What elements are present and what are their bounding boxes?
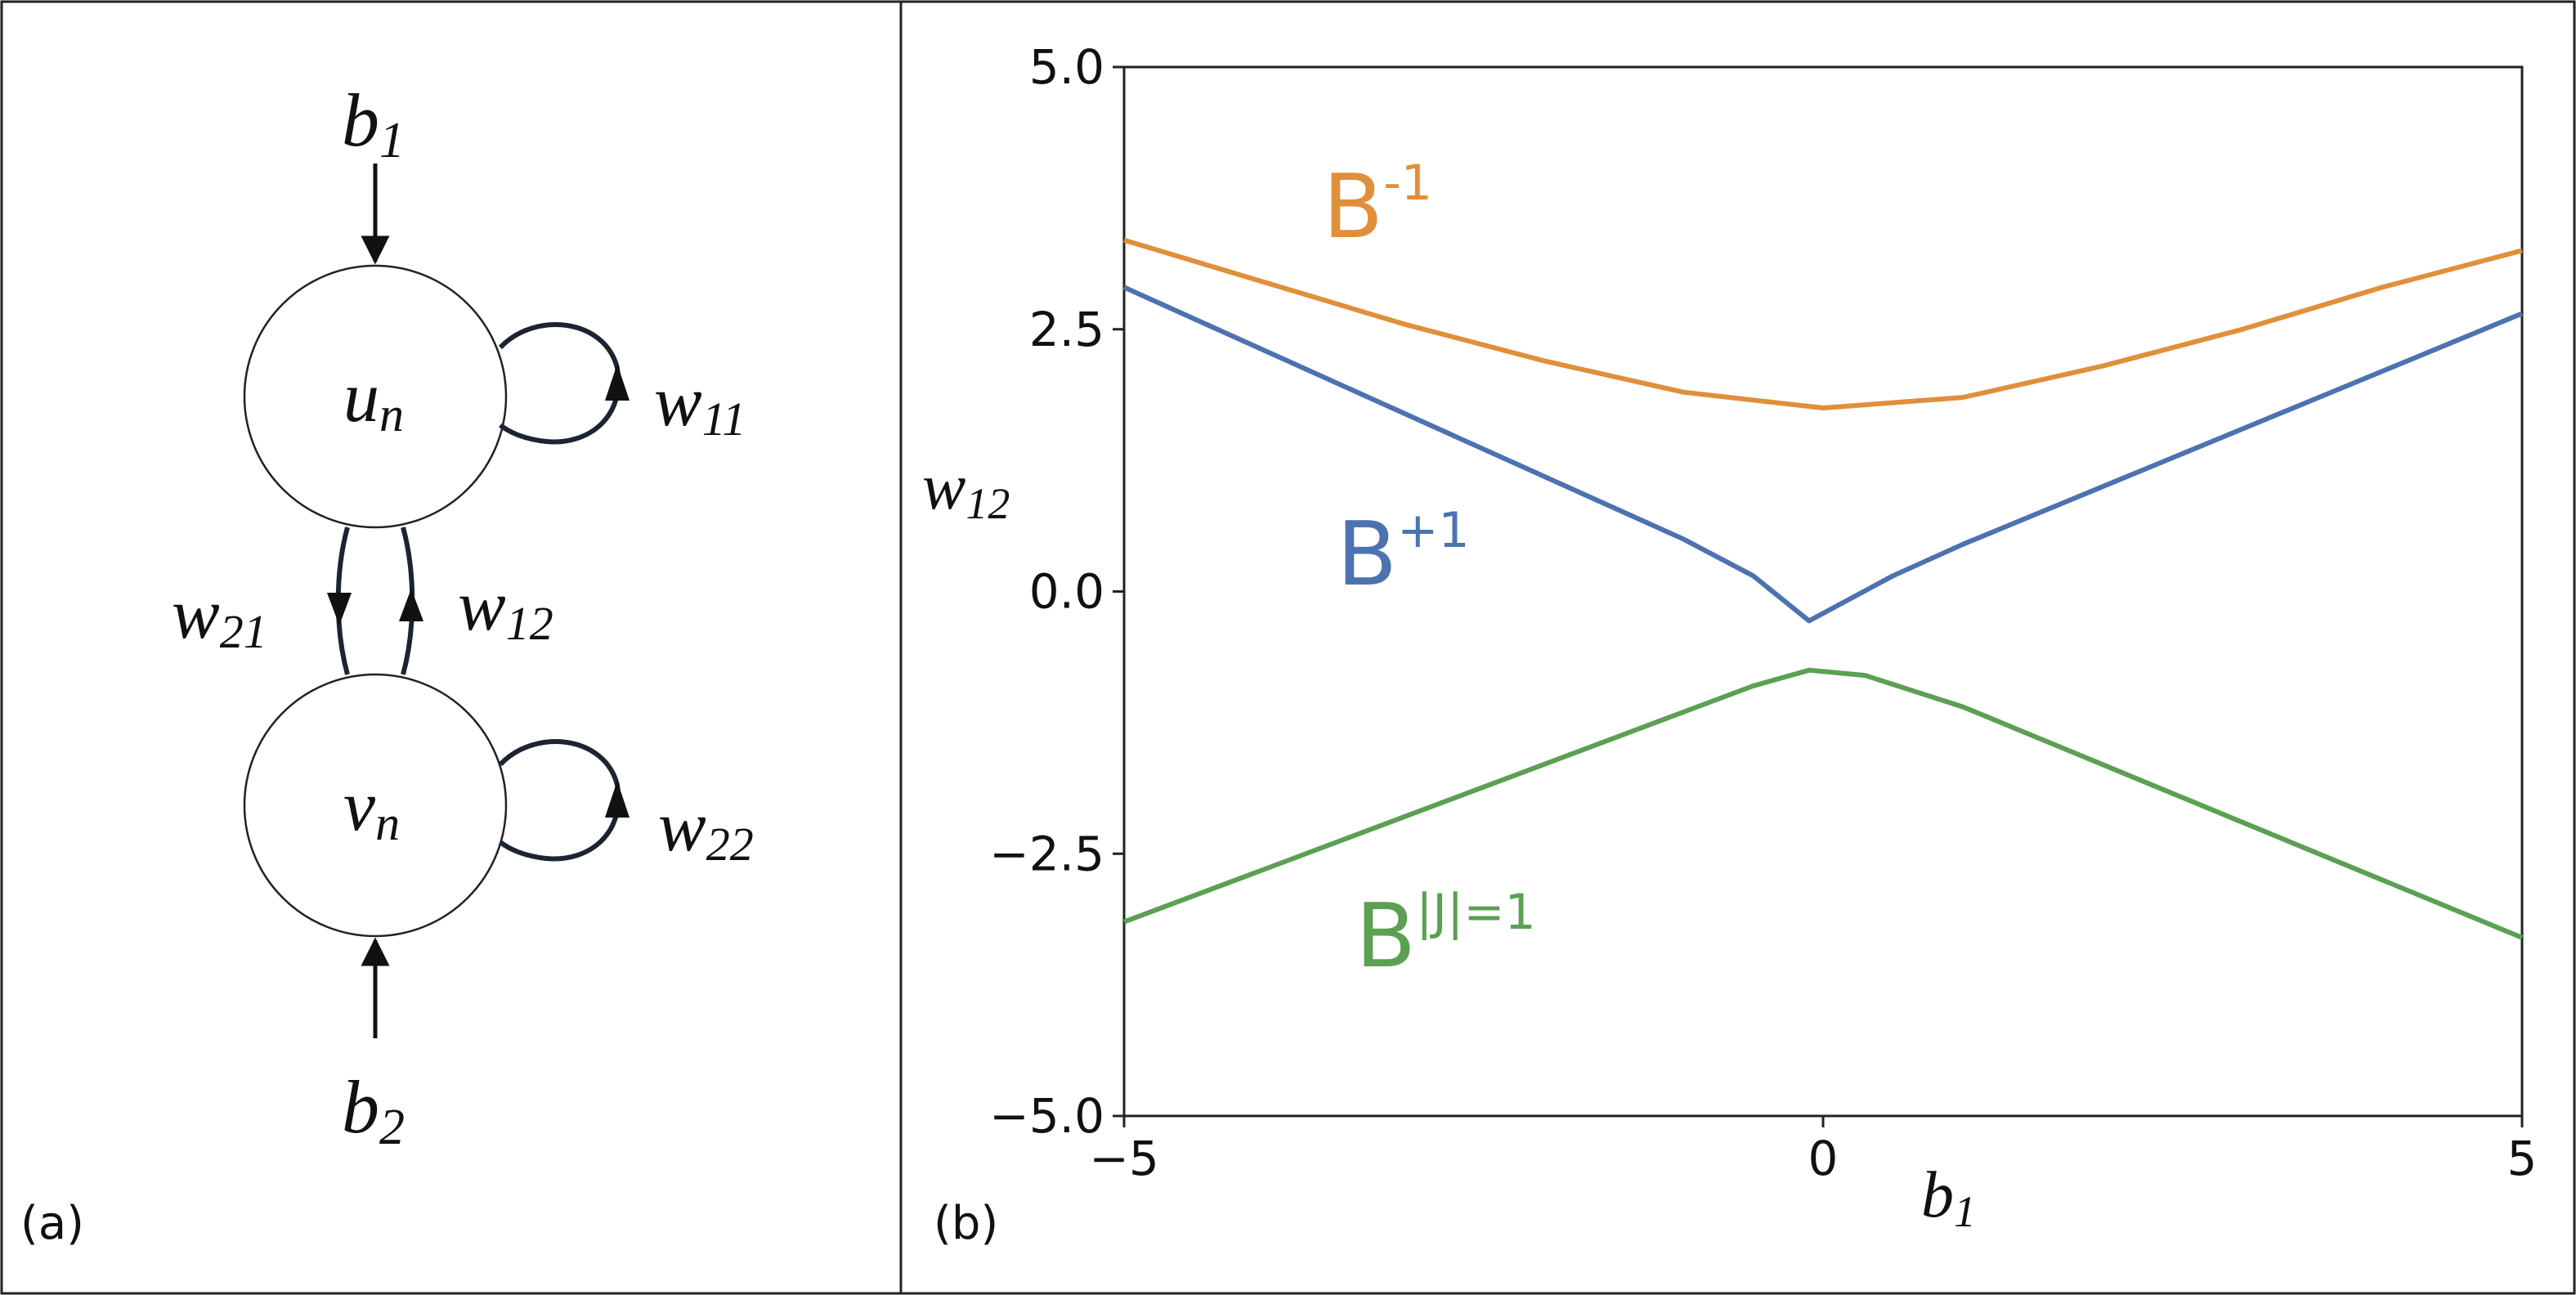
node-u bbox=[243, 264, 508, 529]
series-label-b-j-1: B|J|=1 bbox=[1355, 884, 1536, 988]
self-loop-w11 bbox=[498, 322, 621, 445]
x-tick-label: 0 bbox=[1808, 1131, 1839, 1186]
x-axis: −5 0 5 bbox=[1089, 1116, 2537, 1186]
panel-a-label: (a) bbox=[20, 1197, 84, 1250]
label-b2: b2 bbox=[342, 1065, 405, 1155]
series-line-1 bbox=[1122, 285, 2524, 624]
series-label-b-plus-1: B+1 bbox=[1337, 502, 1470, 606]
x-tick-label: 5 bbox=[2507, 1131, 2538, 1186]
label-w12: w12 bbox=[458, 567, 553, 650]
label-vn: vn bbox=[343, 767, 400, 850]
panel-b-label: (b) bbox=[934, 1197, 998, 1250]
self-loop-w11-arrowhead bbox=[605, 364, 629, 401]
y-axis-label: w12 bbox=[922, 451, 1010, 528]
series-line-2 bbox=[1122, 667, 2524, 940]
series-line-0 bbox=[1123, 237, 2523, 410]
label-w21: w21 bbox=[172, 575, 267, 658]
label-w11: w11 bbox=[654, 362, 746, 446]
label-b1: b1 bbox=[342, 78, 405, 168]
y-axis: 5.0 2.5 0.0 −2.5 −5.0 bbox=[989, 39, 1124, 1144]
y-tick-label: 0.0 bbox=[1029, 564, 1104, 620]
edge-w21-arrowhead bbox=[327, 593, 352, 625]
x-tick-label: −5 bbox=[1089, 1131, 1159, 1186]
y-tick-label: −5.0 bbox=[989, 1088, 1104, 1144]
self-loop-w22 bbox=[498, 739, 621, 862]
label-w22: w22 bbox=[658, 787, 754, 871]
series-label-b-minus-1: B-1 bbox=[1323, 155, 1432, 258]
y-tick-label: 5.0 bbox=[1029, 39, 1104, 95]
series-lines bbox=[1122, 237, 2524, 940]
x-axis-label: b1 bbox=[1921, 1159, 1976, 1236]
panel-a-diagram: b1 un w11 w21 w12 vn w22 b2 (a) bbox=[20, 78, 754, 1250]
edge-w12-arrowhead bbox=[399, 589, 423, 621]
panel-b-chart: 5.0 2.5 0.0 −2.5 −5.0 −5 0 5 w12 b1 B-1 B+1 B|… bbox=[922, 39, 2537, 1250]
y-tick-label: 2.5 bbox=[1029, 302, 1104, 357]
label-un: un bbox=[343, 358, 404, 441]
node-v bbox=[243, 673, 508, 938]
self-loop-w22-arrowhead bbox=[605, 781, 629, 818]
y-tick-label: −2.5 bbox=[989, 826, 1104, 881]
